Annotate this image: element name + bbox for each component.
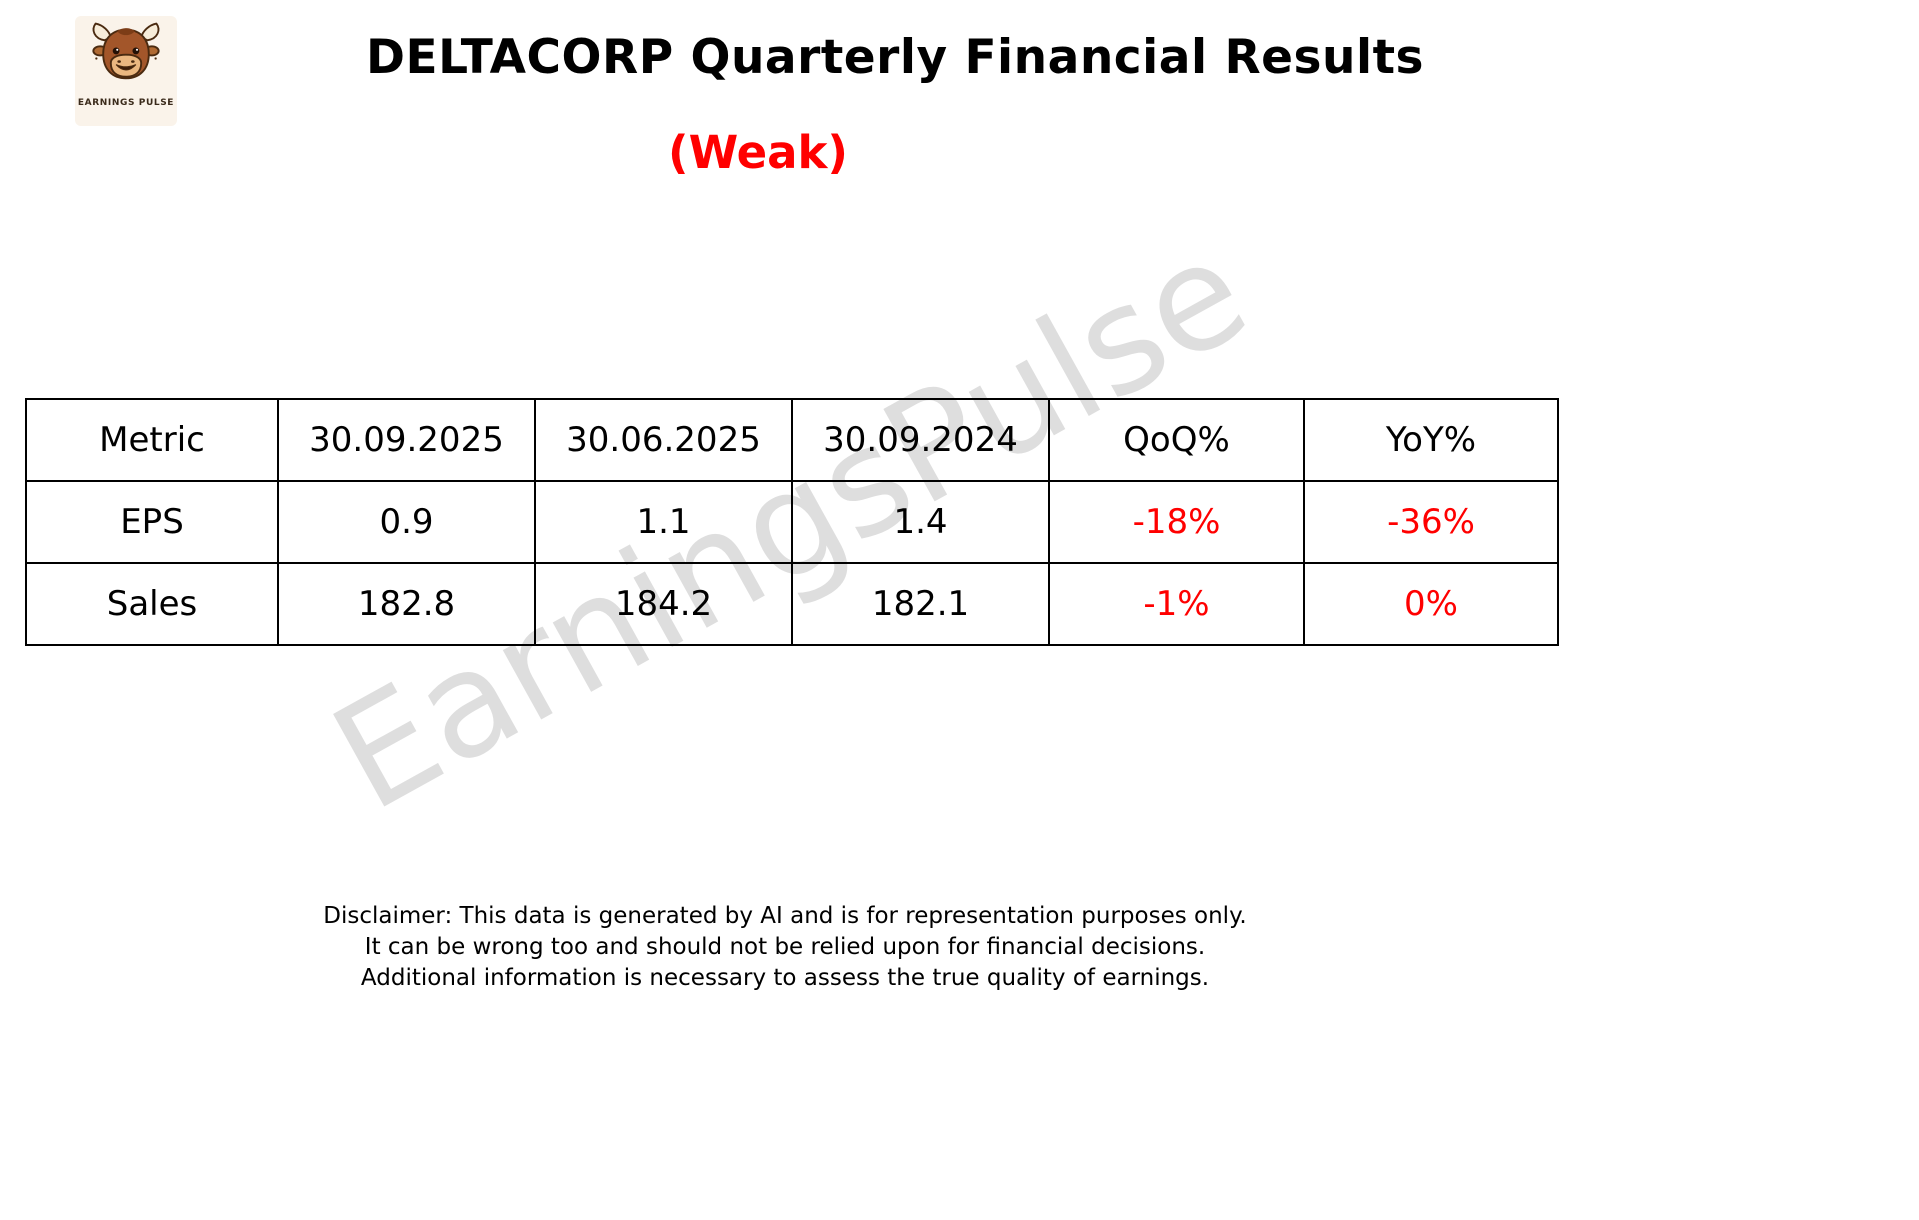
results-table: Metric 30.09.2025 30.06.2025 30.09.2024 … [25,398,1559,646]
brand-logo: EARNINGS PULSE [75,16,177,126]
value-cell: 182.8 [277,562,536,646]
yoy-change-cell: -36% [1303,480,1559,564]
value-cell: 184.2 [534,562,793,646]
yoy-change-cell: 0% [1303,562,1559,646]
qoq-change-cell: -1% [1048,562,1305,646]
column-header-period-1: 30.09.2025 [277,398,536,482]
column-header-metric: Metric [25,398,279,482]
column-header-period-3: 30.09.2024 [791,398,1050,482]
disclaimer-line-1: Disclaimer: This data is generated by AI… [323,903,1247,929]
disclaimer-line-3: Additional information is necessary to a… [360,965,1210,991]
value-cell: 1.1 [534,480,793,564]
column-header-period-2: 30.06.2025 [534,398,793,482]
table-row-sales: Sales 182.8 184.2 182.1 -1% 0% [25,562,1559,646]
column-header-qoq: QoQ% [1048,398,1305,482]
table-header-row: Metric 30.09.2025 30.06.2025 30.09.2024 … [25,398,1559,482]
page-title: DELTACORP Quarterly Financial Results [365,30,1425,85]
column-header-yoy: YoY% [1303,398,1559,482]
disclaimer: Disclaimer: This data is generated by AI… [0,901,1570,994]
qoq-change-cell: -18% [1048,480,1305,564]
laughing-bull-icon [92,22,160,80]
metric-cell: Sales [25,562,279,646]
value-cell: 1.4 [791,480,1050,564]
value-cell: 0.9 [277,480,536,564]
table-row-eps: EPS 0.9 1.1 1.4 -18% -36% [25,480,1559,564]
disclaimer-line-2: It can be wrong too and should not be re… [364,934,1206,960]
verdict-subtitle: (Weak) [668,126,848,179]
brand-name: EARNINGS PULSE [77,98,175,108]
metric-cell: EPS [25,480,279,564]
value-cell: 182.1 [791,562,1050,646]
